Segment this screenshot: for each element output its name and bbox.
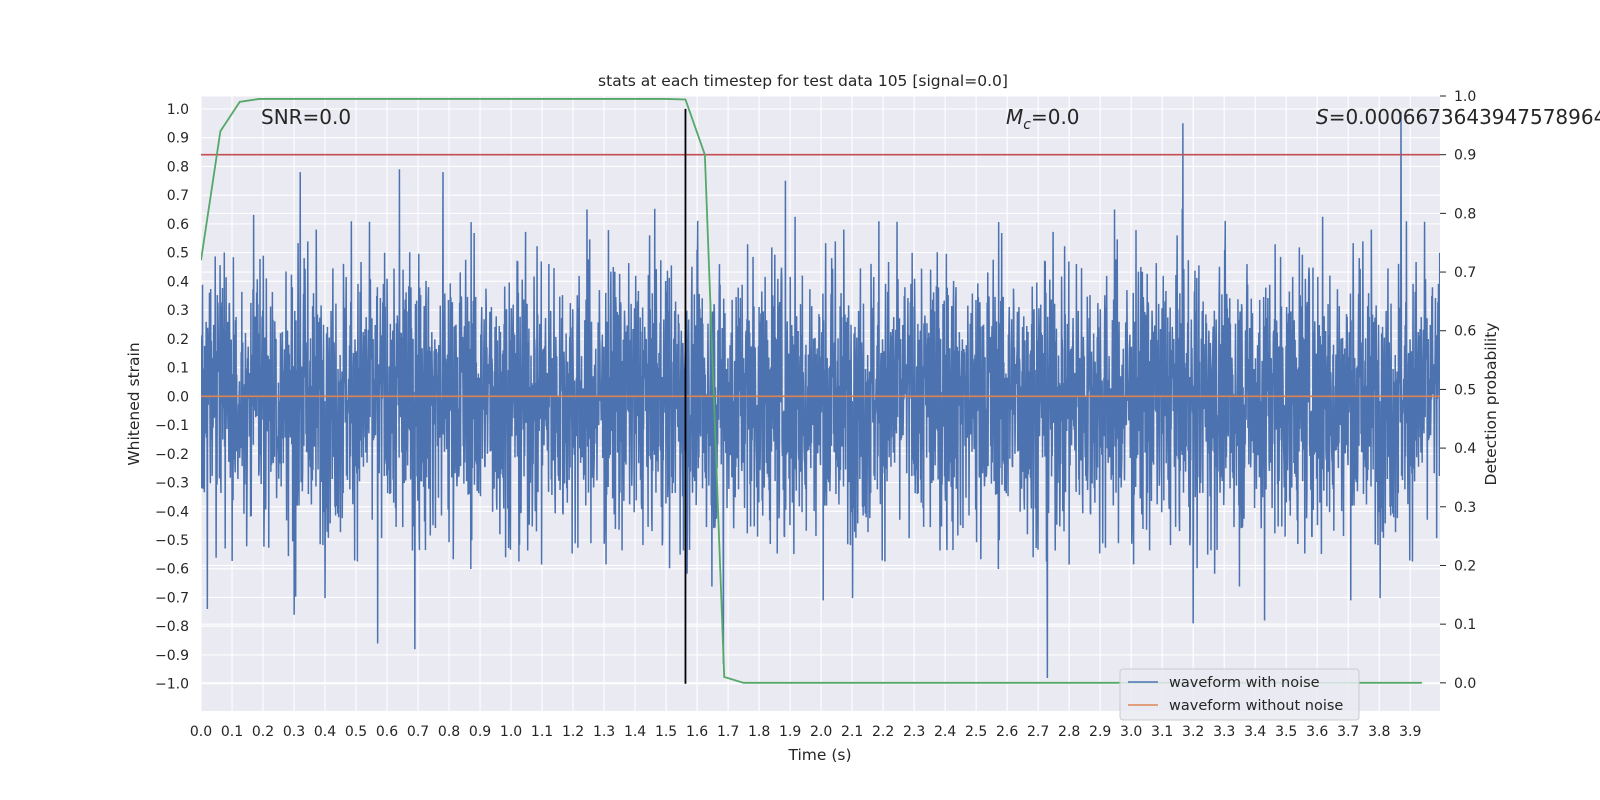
y2-tick-label-1: 0.9 <box>1454 148 1476 164</box>
x-tick-label-27: 2.7 <box>1027 724 1049 740</box>
x-tick-label-15: 1.5 <box>655 724 677 740</box>
noise-waveform-layer <box>201 111 1440 678</box>
x-tick-label-19: 1.9 <box>779 724 801 740</box>
y-tick-label-2: 0.8 <box>167 159 189 175</box>
s-symbol: S <box>1316 105 1329 129</box>
y2-tick-label-0: 1.0 <box>1454 89 1476 105</box>
x-tick-label-20: 2.0 <box>810 724 832 740</box>
y-tick-label-4: 0.6 <box>167 217 189 233</box>
y-tick-label-18: −0.8 <box>155 619 189 635</box>
x-tick-label-36: 3.6 <box>1306 724 1328 740</box>
x-tick-label-9: 0.9 <box>469 724 491 740</box>
x-tick-label-14: 1.4 <box>624 724 646 740</box>
y-tick-label-6: 0.4 <box>167 274 189 290</box>
y2-tick-label-6: 0.4 <box>1454 441 1476 457</box>
x-tick-label-21: 2.1 <box>841 724 863 740</box>
y-axis-ticks: 1.0 0.9 0.8 0.7 0.6 0.5 0.4 0.3 0.2 0.1 0.0 −0.1 −0.… <box>155 102 189 693</box>
y-tick-label-12: −0.2 <box>155 447 189 463</box>
y2-tick-label-9: 0.1 <box>1454 617 1476 633</box>
y-tick-label-8: 0.2 <box>167 332 189 348</box>
x-tick-label-5: 0.5 <box>345 724 367 740</box>
x-tick-label-17: 1.7 <box>717 724 739 740</box>
y2-tick-label-4: 0.6 <box>1454 324 1476 340</box>
legend: waveform with noise waveform without noi… <box>1119 668 1360 721</box>
x-tick-label-35: 3.5 <box>1275 724 1297 740</box>
x-tick-label-0: 0.0 <box>190 724 212 740</box>
y-tick-label-1: 0.9 <box>167 131 189 147</box>
legend-label-noise: waveform with noise <box>1169 675 1320 691</box>
s-annotation: S=0.0006673643947578964 <box>1316 105 1600 129</box>
y-tick-label-9: 0.1 <box>167 361 189 377</box>
x-tick-label-37: 3.7 <box>1337 724 1359 740</box>
y2-tick-label-7: 0.3 <box>1454 500 1476 516</box>
y2-axis-label: Detection probability <box>1482 323 1500 486</box>
y-tick-label-11: −0.1 <box>155 418 189 434</box>
x-tick-label-6: 0.6 <box>376 724 398 740</box>
y-tick-label-16: −0.6 <box>155 562 189 578</box>
x-axis-label: Time (s) <box>787 746 851 764</box>
chirp-mass-annotation: Mc=0.0 <box>1006 105 1080 133</box>
legend-box <box>1119 668 1360 721</box>
y-tick-label-0: 1.0 <box>167 102 189 118</box>
x-tick-label-13: 1.3 <box>593 724 615 740</box>
x-tick-label-18: 1.8 <box>748 724 770 740</box>
x-tick-label-38: 3.8 <box>1368 724 1390 740</box>
x-axis-ticks: 0.0 0.1 0.2 0.3 0.4 0.5 0.6 0.7 0.8 0.9 1.0 1.1 1.2 1… <box>190 724 1421 740</box>
x-tick-label-16: 1.6 <box>686 724 708 740</box>
legend-label-clean: waveform without noise <box>1169 698 1343 714</box>
y-tick-label-20: −1.0 <box>155 677 189 693</box>
chirp-mass-symbol: M <box>1006 105 1023 129</box>
x-tick-label-30: 3.0 <box>1120 724 1142 740</box>
x-tick-label-24: 2.4 <box>934 724 956 740</box>
x-tick-label-1: 0.1 <box>221 724 243 740</box>
x-tick-label-12: 1.2 <box>562 724 584 740</box>
y2-tick-label-10: 0.0 <box>1454 676 1476 692</box>
y-tick-label-10: 0.0 <box>167 389 189 405</box>
y-tick-label-5: 0.5 <box>167 246 189 262</box>
y-tick-label-17: −0.7 <box>155 590 189 606</box>
x-tick-label-3: 0.3 <box>283 724 305 740</box>
x-tick-label-33: 3.3 <box>1213 724 1235 740</box>
x-tick-label-34: 3.4 <box>1244 724 1266 740</box>
x-tick-label-32: 3.2 <box>1182 724 1204 740</box>
s-value: =0.0006673643947578964 <box>1329 105 1600 129</box>
y2-tick-label-5: 0.5 <box>1454 382 1476 398</box>
x-tick-label-8: 0.8 <box>438 724 460 740</box>
x-tick-label-25: 2.5 <box>965 724 987 740</box>
x-tick-label-31: 3.1 <box>1151 724 1173 740</box>
y-tick-label-7: 0.3 <box>167 303 189 319</box>
y2-tick-label-8: 0.2 <box>1454 558 1476 574</box>
chirp-mass-value: =0.0 <box>1031 105 1080 129</box>
chart-title: stats at each timestep for test data 105… <box>598 72 1008 90</box>
x-tick-label-11: 1.1 <box>531 724 553 740</box>
lines-layer <box>201 98 1440 684</box>
y-tick-label-14: −0.4 <box>155 504 189 520</box>
x-tick-label-10: 1.0 <box>500 724 522 740</box>
y-tick-label-3: 0.7 <box>167 188 189 204</box>
y2-axis-ticks: 1.0 0.9 0.8 0.7 0.6 0.5 0.4 0.3 0.2 0.1 0.0 <box>1440 89 1476 692</box>
y2-tick-label-3: 0.7 <box>1454 265 1476 281</box>
y-tick-label-19: −0.9 <box>155 648 189 664</box>
x-tick-label-7: 0.7 <box>407 724 429 740</box>
x-tick-label-26: 2.6 <box>996 724 1018 740</box>
chirp-mass-subscript: c <box>1023 117 1031 133</box>
x-tick-label-22: 2.2 <box>872 724 894 740</box>
y-axis-label: Whitened strain <box>125 342 143 465</box>
x-tick-label-23: 2.3 <box>903 724 925 740</box>
y2-tick-label-2: 0.8 <box>1454 206 1476 222</box>
x-tick-label-2: 0.2 <box>252 724 274 740</box>
x-tick-label-4: 0.4 <box>314 724 336 740</box>
y-tick-label-15: −0.5 <box>155 533 189 549</box>
y-tick-label-13: −0.3 <box>155 476 189 492</box>
snr-annotation: SNR=0.0 <box>261 105 351 129</box>
x-tick-label-29: 2.9 <box>1089 724 1111 740</box>
x-tick-label-39: 3.9 <box>1399 724 1421 740</box>
series-waveform-with-noise <box>201 111 1440 678</box>
x-tick-label-28: 2.8 <box>1058 724 1080 740</box>
